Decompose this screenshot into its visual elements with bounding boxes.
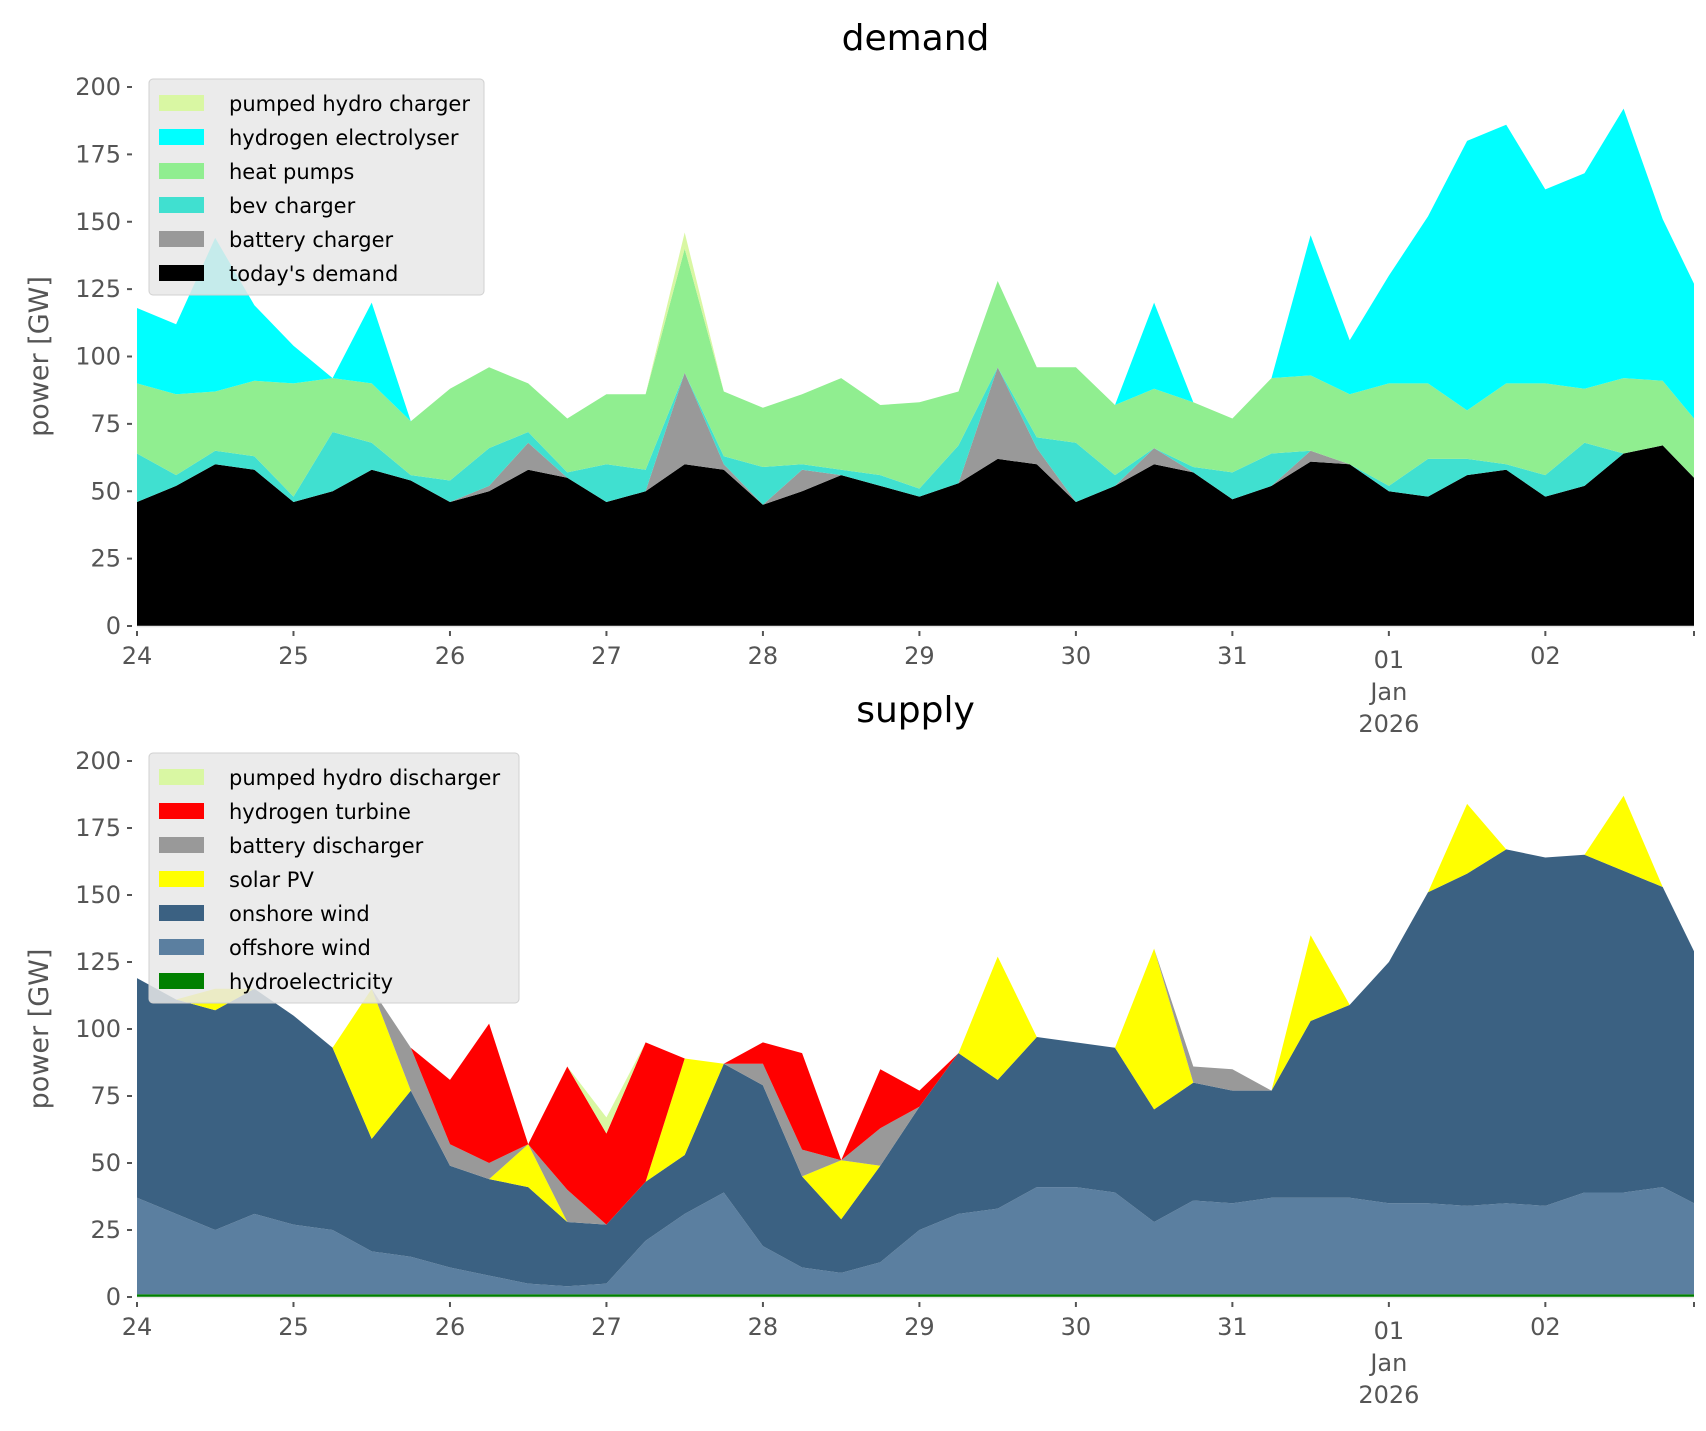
x-tick-label: 28 [748, 642, 779, 670]
y-tick-label: 75 [90, 410, 121, 438]
x-tick-label: 30 [1061, 1313, 1092, 1341]
legend-label-hydrogen-turbine: hydrogen turbine [229, 800, 411, 824]
x-tick-sublabel: 2026 [1358, 1381, 1419, 1409]
x-tick-label: 02 [1530, 642, 1561, 670]
y-tick-label: 25 [90, 545, 121, 573]
y-tick-label: 75 [90, 1082, 121, 1110]
y-tick-label: 125 [75, 948, 121, 976]
y-tick-label: 175 [75, 814, 121, 842]
legend-swatch-pumped-hydro-discharger [159, 769, 204, 785]
y-tick-label: 0 [106, 612, 121, 640]
x-tick-sublabel: Jan [1368, 1349, 1407, 1377]
legend-swatch-solar-pv [159, 871, 204, 887]
x-tick-label: 25 [278, 642, 309, 670]
x-tick-label: 27 [591, 642, 622, 670]
y-tick-label: 200 [75, 747, 121, 775]
legend-label-solar-pv: solar PV [229, 868, 314, 892]
x-tick-label: 26 [435, 1313, 466, 1341]
demand-chart: 0 25 50 75 100 125 150 175 200 24 25 26 27 28 29 30 31 01… [24, 18, 1695, 738]
area-heat-pumps [137, 248, 1694, 497]
x-tick-label: 29 [904, 642, 935, 670]
area-hydroelectricity [137, 1294, 1694, 1297]
legend-swatch-battery-discharger [159, 837, 204, 853]
y-tick-label: 150 [75, 208, 121, 236]
y-tick-label: 50 [90, 477, 121, 505]
area-today-s-demand [137, 445, 1694, 626]
y-tick-label: 0 [106, 1283, 121, 1311]
legend-swatch-bev-charger [159, 197, 204, 213]
x-tick-label: 26 [435, 642, 466, 670]
legend [148, 752, 520, 1004]
y-tick-label: 200 [75, 73, 121, 101]
supply-chart: 0 25 50 75 100 125 150 175 200 24 25 26 27 28 29 30 31 01… [24, 690, 1695, 1409]
legend-swatch-today-s-demand [159, 265, 204, 281]
x-tick-label: 31 [1217, 1313, 1248, 1341]
area-hydrogen-electrolyser [137, 108, 1694, 422]
legend-swatch-hydrogen-electrolyser [159, 129, 204, 145]
legend [148, 78, 485, 296]
area-bev-charger [137, 367, 1694, 505]
y-axis-label: power [GW] [24, 949, 55, 1110]
x-tick-label: 28 [748, 1313, 779, 1341]
legend-label-pumped-hydro-charger: pumped hydro charger [229, 92, 470, 116]
legend-label-offshore-wind: offshore wind [229, 936, 371, 960]
y-tick-label: 175 [75, 140, 121, 168]
legend-label-battery-discharger: battery discharger [229, 834, 424, 858]
y-tick-label: 150 [75, 881, 121, 909]
legend-label-today-s-demand: today's demand [229, 262, 398, 286]
x-tick-label: 01 [1374, 646, 1405, 674]
legend-swatch-hydrogen-turbine [159, 803, 204, 819]
x-tick-label: 31 [1217, 642, 1248, 670]
x-tick-label: 30 [1061, 642, 1092, 670]
legend-label-bev-charger: bev charger [229, 194, 356, 218]
y-tick-label: 50 [90, 1149, 121, 1177]
legend-swatch-heat-pumps [159, 163, 204, 179]
area-onshore-wind [137, 849, 1694, 1287]
y-axis-label: power [GW] [24, 276, 55, 437]
chart-title: demand [842, 18, 990, 59]
legend-label-hydrogen-electrolyser: hydrogen electrolyser [229, 126, 459, 150]
legend-swatch-pumped-hydro-charger [159, 95, 204, 111]
x-tick-sublabel: 2026 [1358, 710, 1419, 738]
x-tick-label: 29 [904, 1313, 935, 1341]
x-tick-label: 02 [1530, 1313, 1561, 1341]
y-tick-label: 100 [75, 1015, 121, 1043]
area-offshore-wind [137, 1187, 1694, 1295]
legend-label-hydroelectricity: hydroelectricity [229, 970, 393, 994]
chart-title: supply [856, 690, 975, 731]
legend-swatch-offshore-wind [159, 939, 204, 955]
legend-label-onshore-wind: onshore wind [229, 902, 370, 926]
y-tick-label: 125 [75, 275, 121, 303]
x-tick-label: 01 [1374, 1317, 1405, 1345]
legend-swatch-onshore-wind [159, 905, 204, 921]
x-tick-label: 27 [591, 1313, 622, 1341]
x-tick-label: 25 [278, 1313, 309, 1341]
y-tick-label: 25 [90, 1216, 121, 1244]
legend-label-pumped-hydro-discharger: pumped hydro discharger [229, 766, 500, 790]
legend-label-battery-charger: battery charger [229, 228, 394, 252]
area-battery-charger [137, 367, 1694, 505]
legend-swatch-battery-charger [159, 231, 204, 247]
legend-swatch-hydroelectricity [159, 973, 204, 989]
legend-label-heat-pumps: heat pumps [229, 160, 354, 184]
x-tick-label: 24 [122, 1313, 153, 1341]
x-tick-sublabel: Jan [1368, 678, 1407, 706]
y-tick-label: 100 [75, 343, 121, 371]
x-tick-label: 24 [122, 642, 153, 670]
